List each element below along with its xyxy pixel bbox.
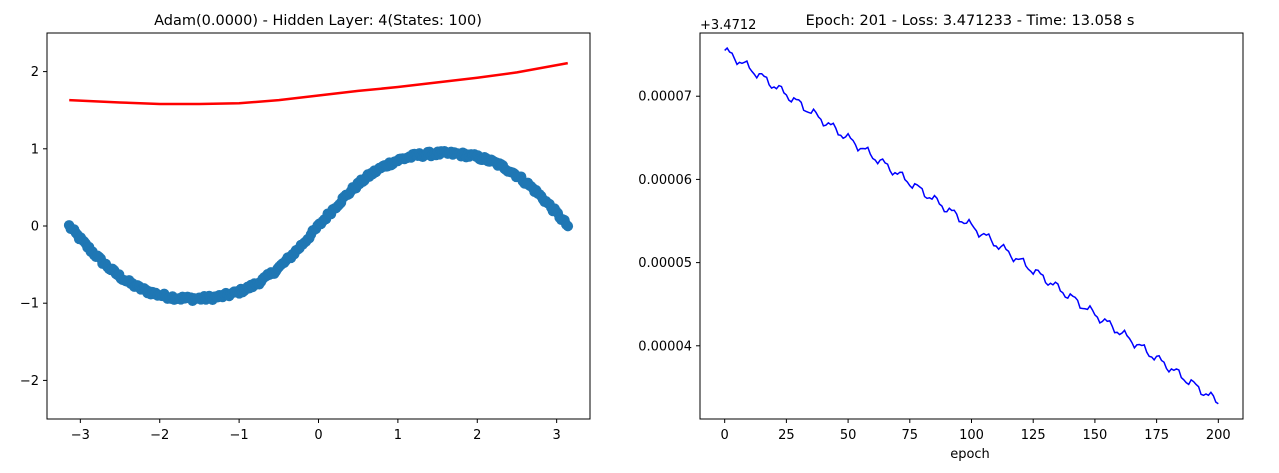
right-x-tick-label: 100 bbox=[959, 428, 984, 443]
right-x-axis-label: epoch bbox=[950, 447, 990, 462]
left-x-tick-label: 2 bbox=[473, 428, 481, 443]
left-chart: Adam(0.0000) - Hidden Layer: 4(States: 1… bbox=[20, 13, 591, 443]
right-x-tick-label: 150 bbox=[1082, 428, 1107, 443]
left-x-tick-label: −3 bbox=[71, 428, 90, 443]
left-x-ticks: −3 −2 −1 0 1 2 3 bbox=[71, 419, 561, 443]
left-y-ticks: −2 −1 0 1 2 bbox=[20, 65, 47, 389]
right-y-tick-label: 0.00004 bbox=[638, 339, 692, 354]
right-x-tick-label: 175 bbox=[1144, 428, 1169, 443]
left-x-tick-label: 1 bbox=[394, 428, 402, 443]
right-x-tick-label: 75 bbox=[902, 428, 919, 443]
right-x-ticks: 0 25 50 75 100 125 150 175 200 bbox=[721, 419, 1231, 443]
right-x-tick-label: 200 bbox=[1206, 428, 1231, 443]
right-plot-area bbox=[724, 46, 1219, 405]
left-plot-area bbox=[63, 61, 574, 306]
right-axes-frame bbox=[699, 32, 1244, 420]
left-x-tick-label: 3 bbox=[553, 428, 561, 443]
left-x-tick-label: 0 bbox=[314, 428, 322, 443]
right-chart-title: Epoch: 201 - Loss: 3.471233 - Time: 13.0… bbox=[806, 13, 1135, 29]
y-offset-label: +3.4712 bbox=[700, 18, 756, 33]
left-axes-frame bbox=[46, 32, 591, 420]
prediction-line bbox=[69, 61, 568, 106]
left-y-tick-label: −1 bbox=[20, 297, 39, 312]
right-x-tick-label: 0 bbox=[721, 428, 729, 443]
loss-line bbox=[724, 46, 1219, 405]
right-y-tick-label: 0.00005 bbox=[638, 256, 692, 271]
left-y-tick-label: 1 bbox=[31, 142, 39, 157]
left-x-tick-label: −2 bbox=[150, 428, 169, 443]
left-y-tick-label: −2 bbox=[20, 374, 39, 389]
right-chart: Epoch: 201 - Loss: 3.471233 - Time: 13.0… bbox=[638, 13, 1244, 462]
right-y-ticks: 0.00004 0.00005 0.00006 0.00007 bbox=[638, 90, 700, 354]
left-x-tick-label: −1 bbox=[230, 428, 249, 443]
right-y-tick-label: 0.00007 bbox=[638, 90, 692, 105]
right-y-tick-label: 0.00006 bbox=[638, 173, 692, 188]
left-y-tick-label: 2 bbox=[31, 65, 39, 80]
left-y-tick-label: 0 bbox=[31, 220, 39, 235]
right-x-tick-label: 50 bbox=[840, 428, 857, 443]
scatter-point bbox=[562, 220, 574, 232]
right-x-tick-label: 125 bbox=[1021, 428, 1046, 443]
left-chart-title: Adam(0.0000) - Hidden Layer: 4(States: 1… bbox=[154, 13, 482, 29]
right-x-tick-label: 25 bbox=[778, 428, 795, 443]
